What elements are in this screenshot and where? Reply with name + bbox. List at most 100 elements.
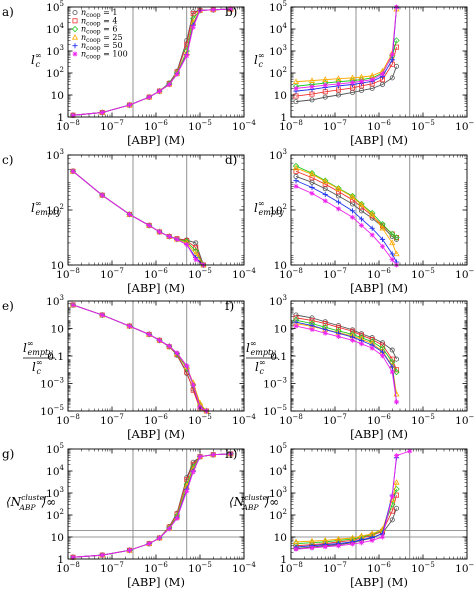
data-point [335, 185, 342, 191]
legend-value: = 1 [101, 8, 118, 17]
data-point [379, 534, 385, 540]
data-point [393, 479, 400, 485]
tick-base: 1 [280, 112, 287, 124]
series-line [295, 185, 397, 266]
y-tick-label: 10 [51, 260, 64, 272]
series-line [295, 317, 397, 370]
y-tick-label: 10−3 [40, 377, 64, 391]
y-tick-label: 103 [46, 44, 64, 58]
data-point [322, 181, 328, 187]
tick-exponent: −6 [158, 119, 169, 127]
data-point [335, 543, 341, 549]
tick-exponent: 5 [60, 0, 64, 8]
tick-base: 10 [188, 563, 201, 575]
label-sub: c [36, 60, 41, 69]
legend-value: = 25 [101, 33, 123, 42]
tick-exponent: −7 [337, 267, 347, 275]
data-point [70, 302, 76, 308]
y-tick-label: 10 [51, 532, 64, 544]
data-point [322, 321, 328, 327]
tick-exponent: −5 [202, 561, 212, 569]
label-sub: empty [251, 348, 277, 357]
tick-base: 10 [144, 269, 157, 281]
tick-base: 10 [46, 2, 59, 14]
tick-base: 0.1 [47, 351, 64, 363]
x-tick-label: 10−5 [188, 119, 212, 133]
x-tick-label: 10−7 [100, 119, 124, 133]
data-point [393, 368, 400, 376]
tick-exponent: −5 [202, 267, 212, 275]
tick-base: 10 [46, 296, 59, 308]
data-point [369, 232, 375, 238]
series-line [295, 167, 397, 255]
data-point [379, 353, 385, 359]
data-point [369, 77, 375, 83]
x-axis-label: [ABP] (M) [127, 427, 185, 441]
tick-base: 10 [46, 510, 59, 522]
series-line [295, 319, 397, 373]
tick-base: 1 [280, 554, 287, 566]
data-point [322, 94, 328, 100]
y-tick-label: 102 [269, 66, 287, 80]
series-line [295, 176, 397, 240]
panel-tag: g) [2, 447, 14, 461]
tick-base: 1 [57, 554, 64, 566]
tick-exponent: 4 [283, 464, 288, 472]
x-tick-label: 10−4 [455, 119, 474, 133]
tick-base: 10 [455, 415, 468, 427]
data-point [369, 225, 375, 231]
tick-base: 10 [144, 415, 157, 427]
series-line [72, 453, 231, 558]
data-point [369, 537, 375, 543]
y-tick-label: 105 [269, 0, 287, 14]
tick-exponent: −8 [70, 119, 80, 127]
data-point [358, 208, 364, 214]
legend-subscript: coop [86, 12, 101, 19]
y-tick-label: 1 [280, 554, 287, 566]
data-point [394, 399, 400, 405]
panel-tag: f) [225, 299, 234, 313]
panel-g: 10−8 10−7 10−6 10−5 10−4110102103104105[ABP]… [2, 442, 256, 589]
tick-base: 10 [232, 563, 245, 575]
tick-base: 10 [274, 260, 287, 272]
data-point [335, 75, 342, 81]
x-tick-label: 10−8 [279, 561, 303, 575]
data-point [322, 82, 328, 88]
data-point [293, 178, 299, 184]
x-tick-label: 10−6 [367, 413, 391, 427]
x-axis-label: [ABP] (M) [350, 427, 408, 441]
x-tick-label: 10−5 [411, 413, 435, 427]
x-tick-label: 10−7 [100, 561, 124, 575]
data-point [292, 162, 300, 170]
x-tick-label: 10−7 [100, 267, 124, 281]
tick-exponent: −5 [425, 267, 435, 275]
data-point [358, 222, 364, 228]
tick-exponent: −4 [469, 413, 474, 421]
tick-exponent: −7 [337, 119, 347, 127]
tick-base: 10 [269, 444, 282, 456]
tick-exponent: 3 [60, 486, 64, 494]
label-sub: c [260, 367, 265, 376]
y-tick-label: 103 [269, 294, 287, 308]
tick-base: 10 [274, 324, 287, 336]
tick-exponent: 4 [283, 22, 288, 30]
tick-base: 10 [411, 415, 424, 427]
y-tick-label: 10 [51, 90, 64, 102]
data-point [379, 220, 386, 228]
tick-exponent: −4 [246, 267, 257, 275]
data-point [407, 448, 413, 454]
series-line [295, 323, 397, 395]
data-point [335, 334, 341, 340]
data-point [174, 515, 180, 521]
y-axis-label: l∞ empty [31, 199, 61, 217]
label-main: l [31, 201, 35, 215]
tick-exponent: 4 [60, 22, 65, 30]
data-point [210, 6, 217, 13]
data-point [389, 364, 395, 370]
data-point [166, 343, 172, 349]
series-ncoop-4 [70, 302, 209, 414]
label-main: ⟨N [6, 495, 22, 509]
series-ncoop-100 [293, 323, 400, 405]
